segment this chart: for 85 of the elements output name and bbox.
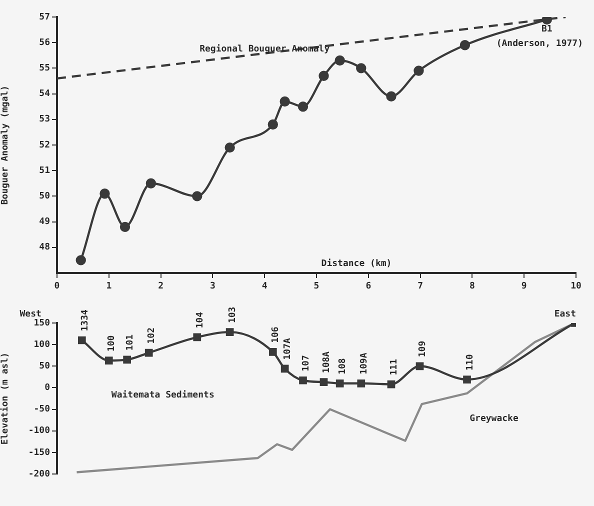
point xyxy=(280,364,289,373)
text: West xyxy=(20,309,42,320)
annotation: 108 xyxy=(338,358,348,374)
annotation: 107A xyxy=(283,337,294,360)
point xyxy=(123,356,131,364)
annotation: 109 xyxy=(418,340,428,358)
y-tick-label: 52 xyxy=(39,140,50,150)
annotation: 107 xyxy=(301,355,312,372)
x-tick-label: 1 xyxy=(106,282,112,292)
y-tick-label: 51 xyxy=(39,166,50,176)
x-tick-label: 2 xyxy=(158,282,164,292)
point xyxy=(320,378,328,386)
y-tick-label: 53 xyxy=(39,114,50,125)
annotation: 109A xyxy=(359,352,370,374)
x-tick-label: 7 xyxy=(418,282,424,292)
point xyxy=(356,63,366,74)
y-axis-title: Elevation (m asl) xyxy=(0,352,11,445)
x-axis-title: Distance (km) xyxy=(321,258,392,269)
annotation: Greywacke xyxy=(470,414,519,424)
x-tick-label: 5 xyxy=(314,282,320,292)
point xyxy=(268,348,277,356)
point xyxy=(357,379,366,388)
y-tick-label: -150 xyxy=(28,448,50,458)
y-tick-label: -100 xyxy=(28,426,50,436)
point xyxy=(78,336,86,344)
point xyxy=(76,255,86,266)
x-tick-label: 4 xyxy=(262,282,268,292)
text: East xyxy=(554,309,576,320)
point xyxy=(416,362,424,370)
point xyxy=(299,376,307,384)
annotation: B1 xyxy=(542,24,552,34)
annotation: Regional Bouguer Anomaly xyxy=(200,43,330,54)
x-tick-label: 8 xyxy=(469,282,475,292)
point xyxy=(386,91,396,102)
y-tick-label: 50 xyxy=(39,192,50,202)
x-tick-label: 3 xyxy=(210,282,216,292)
point xyxy=(193,333,202,342)
y-tick-label: -50 xyxy=(34,404,50,415)
point xyxy=(463,376,471,384)
y-tick-label: 55 xyxy=(39,64,50,74)
point xyxy=(414,66,424,76)
annotation: 111 xyxy=(390,358,400,376)
x-tick-label: 6 xyxy=(366,282,372,292)
annotation: 104 xyxy=(195,311,206,328)
x-tick-label: 10 xyxy=(570,282,582,292)
y-tick-label: 49 xyxy=(39,217,50,228)
point xyxy=(298,102,308,112)
point xyxy=(318,70,329,81)
annotation: (Anderson, 1977) xyxy=(496,39,584,50)
annotation: 106 xyxy=(271,326,282,343)
annotation: 102 xyxy=(147,328,158,344)
y-tick-label: 150 xyxy=(34,318,50,328)
y-tick-label: 0 xyxy=(44,383,50,394)
annotation: 101 xyxy=(125,334,136,351)
x-tick-label: 0 xyxy=(54,282,60,292)
point xyxy=(104,356,113,364)
y-tick-label: 56 xyxy=(39,38,50,48)
point xyxy=(460,40,470,50)
point xyxy=(334,55,345,66)
annotation: 100 xyxy=(107,335,118,352)
y-axis-title: Bouguer Anomaly (mgal) xyxy=(0,85,11,205)
point xyxy=(387,380,396,388)
point xyxy=(280,96,290,107)
annotation: 108A xyxy=(322,350,332,374)
annotation: 103 xyxy=(228,306,238,324)
y-tick-label: 50 xyxy=(39,361,50,372)
annotation: Waitemata Sediments xyxy=(111,390,214,401)
point xyxy=(120,222,130,232)
point xyxy=(226,328,234,336)
y-tick-label: 100 xyxy=(34,340,50,350)
annotation: 1334 xyxy=(80,309,90,332)
annotation: 110 xyxy=(465,354,476,371)
point xyxy=(268,119,278,130)
point xyxy=(146,178,156,188)
point xyxy=(100,188,110,199)
point xyxy=(336,379,344,388)
point xyxy=(542,17,552,25)
x-tick-label: 9 xyxy=(521,282,527,292)
y-tick-label: -200 xyxy=(28,469,50,480)
y-tick-label: 48 xyxy=(39,242,50,253)
point xyxy=(224,142,235,153)
point xyxy=(192,191,202,202)
y-tick-label: 57 xyxy=(39,12,50,22)
point xyxy=(144,348,153,357)
y-tick-label: 54 xyxy=(39,89,51,100)
